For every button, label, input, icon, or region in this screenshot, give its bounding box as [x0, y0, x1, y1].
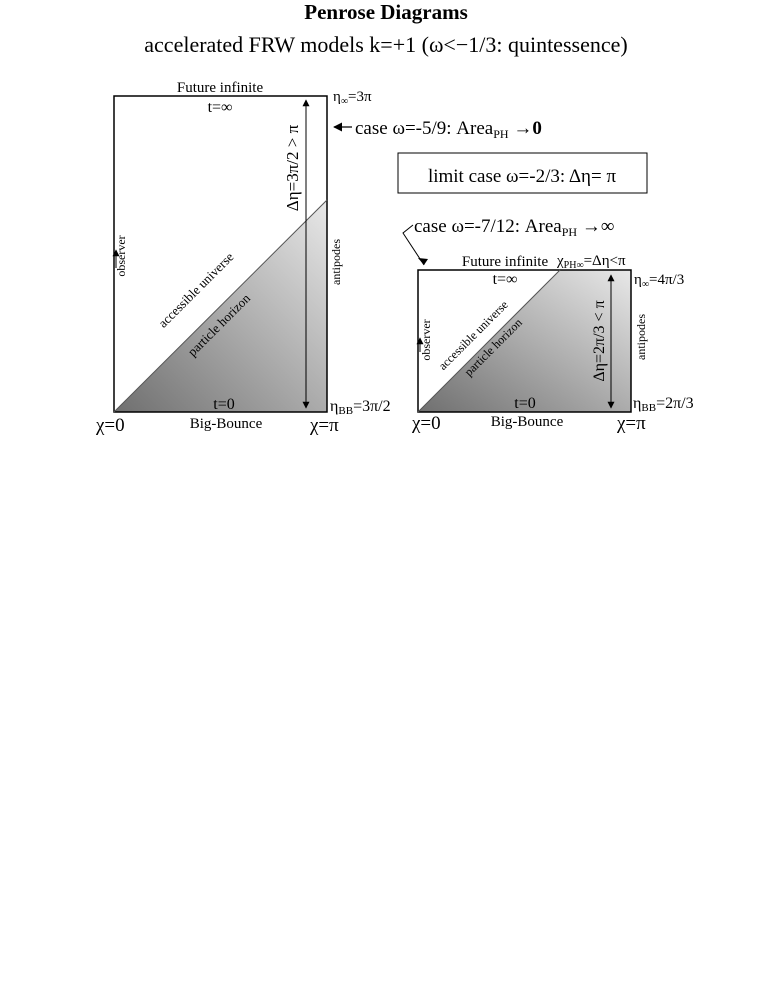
limit-case-label: limit case ω=-2/3: Δη= π: [428, 166, 617, 187]
right-particle-horizon-line: [417, 269, 561, 413]
left-antipodes-label: antipodes: [329, 239, 343, 285]
right-t-zero-label: t=0: [514, 395, 535, 412]
right-chi-ph-label: χPH∞=Δη<π: [556, 253, 626, 271]
left-eta-infinity-label: η∞=3π: [333, 89, 372, 107]
right-t-infinity-label: t=∞: [493, 271, 518, 288]
right-eta-infinity-label: η∞=4π/3: [634, 272, 684, 290]
left-eta-bb-label: ηBB=3π/2: [330, 398, 391, 417]
left-chi-pi-label: χ=π: [309, 415, 339, 436]
right-case-label: case ω=-7/12: AreaPH →∞: [414, 216, 614, 239]
figure-subtitle: accelerated FRW models k=+1 (ω<−1/3: qui…: [144, 32, 627, 57]
left-t-zero-label: t=0: [213, 396, 234, 413]
right-antipodes-label: antipodes: [634, 314, 648, 360]
right-case-pointer: [402, 224, 425, 266]
left-t-infinity-label: t=∞: [208, 99, 233, 116]
left-delta-eta-label: Δη=3π/2 > π: [283, 124, 302, 211]
right-chi-pi-label: χ=π: [616, 413, 646, 434]
right-penrose-diagram: case ω=-7/12: AreaPH →∞ Future infinite …: [402, 216, 694, 434]
left-big-bounce-label: Big-Bounce: [190, 416, 263, 432]
right-shaded-region: [418, 270, 631, 412]
right-big-bounce-label: Big-Bounce: [491, 414, 564, 430]
right-eta-bb-label: ηBB=2π/3: [633, 395, 694, 414]
figure-title: Penrose Diagrams: [304, 0, 468, 24]
right-observer-label: observer: [419, 319, 433, 360]
left-observer-label: observer: [114, 235, 128, 276]
left-case-label: case ω=-5/9: AreaPH →0: [355, 118, 542, 141]
right-chi-zero-label: χ=0: [411, 413, 441, 434]
limit-case-box: limit case ω=-2/3: Δη= π: [397, 152, 648, 194]
right-delta-eta-label: Δη=2π/3 < π: [591, 300, 608, 381]
left-particle-horizon-line: [113, 199, 328, 413]
left-future-infinite-label: Future infinite: [177, 80, 264, 96]
left-chi-zero-label: χ=0: [95, 415, 125, 436]
right-future-infinite-label: Future infinite: [462, 254, 549, 270]
